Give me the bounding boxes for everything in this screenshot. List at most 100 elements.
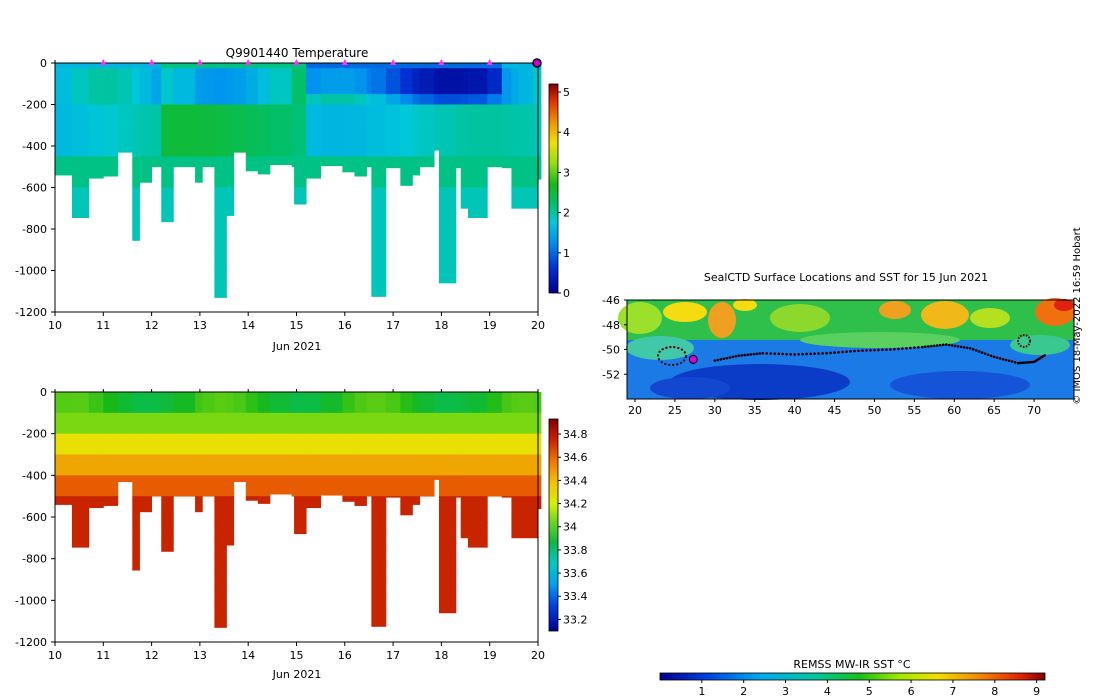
temperature-cell xyxy=(269,73,293,79)
temperature-cell xyxy=(438,63,457,69)
salinity-cell xyxy=(467,543,488,548)
temperature-cell xyxy=(151,99,162,105)
temperature-cell xyxy=(320,114,343,121)
temperature-cell xyxy=(412,135,421,142)
temperature-cell xyxy=(400,125,413,131)
salinity-cell xyxy=(460,454,469,461)
salinity-cell xyxy=(71,522,90,528)
salinity-cell xyxy=(55,480,73,487)
temperature-cell xyxy=(371,68,387,74)
salinity-y-tick-label: 0 xyxy=(40,386,47,399)
salinity-cell xyxy=(202,475,215,481)
temperature-cell xyxy=(366,83,372,90)
salinity-cell xyxy=(400,402,413,409)
salinity-cell xyxy=(518,501,534,507)
temperature-profile xyxy=(226,63,235,216)
temperature-cell xyxy=(151,156,162,162)
salinity-cell xyxy=(342,485,355,492)
salinity-cell xyxy=(132,454,140,461)
temperature-cell xyxy=(71,83,90,90)
temperature-cell xyxy=(88,99,104,105)
temperature-cell xyxy=(173,135,196,142)
temperature-cell xyxy=(103,114,119,121)
temperature-cell xyxy=(400,146,413,152)
salinity-cell xyxy=(202,490,215,497)
salinity-cell xyxy=(55,464,73,471)
temperature-cell xyxy=(88,120,104,126)
salinity-cell xyxy=(511,454,520,461)
salinity-cell xyxy=(71,392,90,398)
salinity-cell xyxy=(371,574,387,580)
current-position-marker xyxy=(688,354,698,364)
temperature-cell xyxy=(173,68,196,74)
temperature-cell xyxy=(71,135,90,142)
temperature-cell xyxy=(467,88,488,95)
salinity-cell xyxy=(291,454,296,461)
salinity-cell xyxy=(518,464,534,471)
latest-profile-marker xyxy=(532,58,542,68)
salinity-cell xyxy=(385,470,401,476)
temperature-cell xyxy=(400,182,413,186)
track-point xyxy=(781,352,784,356)
salinity-cell xyxy=(214,475,227,481)
temperature-cell xyxy=(385,130,401,137)
temperature-cell xyxy=(412,120,421,126)
salinity-cell xyxy=(438,444,457,450)
salinity-cell xyxy=(438,407,457,414)
temperature-cell xyxy=(117,83,133,90)
temperature-cell xyxy=(455,156,462,162)
temperature-cell xyxy=(245,68,259,74)
salinity-cell xyxy=(117,433,133,440)
temperature-profile xyxy=(195,63,203,183)
temperature-cell xyxy=(88,156,104,162)
temperature-cell xyxy=(438,104,457,111)
salinity-cell xyxy=(467,428,488,435)
salinity-cell xyxy=(214,490,227,497)
salinity-cell xyxy=(438,553,457,560)
salinity-cell xyxy=(294,459,307,466)
salinity-cell xyxy=(161,428,174,435)
temperature-cell xyxy=(366,120,372,126)
temperature-cell xyxy=(233,104,247,111)
salinity-cell xyxy=(320,464,343,471)
track-point xyxy=(927,345,930,348)
temperature-cell xyxy=(487,135,503,142)
salinity-cell xyxy=(371,423,387,429)
temperature-cell xyxy=(385,151,401,157)
salinity-cell xyxy=(173,449,196,455)
salinity-cell xyxy=(161,454,174,461)
salinity-cell xyxy=(161,506,174,513)
temperature-cell xyxy=(467,130,488,137)
salinity-cell xyxy=(438,428,457,435)
salinity-cell xyxy=(103,402,119,409)
temperature-cell xyxy=(467,120,488,126)
temperature-cell xyxy=(151,114,162,121)
salinity-cell xyxy=(269,459,293,466)
salinity-cell xyxy=(245,423,259,429)
temperature-cell xyxy=(132,208,140,214)
track-point xyxy=(849,350,852,353)
track-point xyxy=(809,352,812,356)
salinity-cell xyxy=(202,402,215,409)
temperature-cell xyxy=(434,114,440,121)
salinity-x-tick-label: 10 xyxy=(48,649,62,662)
sst-map: SealCTD Surface Locations and SST for 15… xyxy=(602,227,1083,417)
salinity-cell xyxy=(354,412,367,419)
salinity-cell xyxy=(354,433,367,440)
temperature-cell xyxy=(103,125,119,131)
salinity-cell xyxy=(71,475,90,481)
temperature-cell xyxy=(438,192,457,199)
salinity-profile xyxy=(226,392,235,546)
salinity-cell xyxy=(366,480,372,487)
temperature-cell xyxy=(434,104,440,111)
temperature-cell xyxy=(117,109,133,116)
salinity-cell xyxy=(195,459,203,466)
salinity-cell xyxy=(173,433,196,440)
temperature-cell xyxy=(202,68,215,74)
temperature-cell xyxy=(320,135,343,142)
temperature-cell xyxy=(291,63,296,69)
salinity-cell xyxy=(132,412,140,419)
salinity-cell xyxy=(214,563,227,570)
salinity-cell xyxy=(533,428,539,435)
